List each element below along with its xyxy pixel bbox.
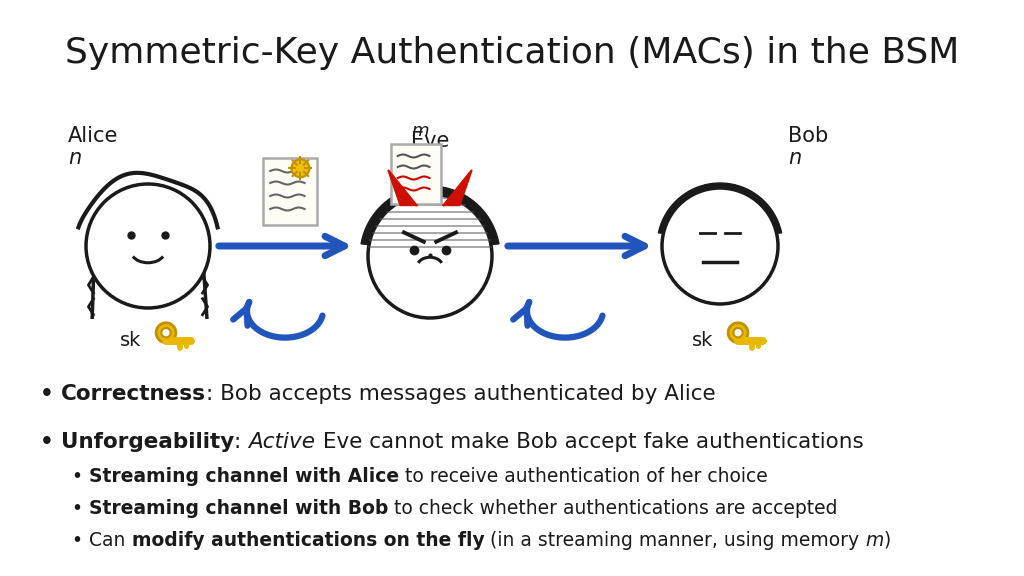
Text: sk: sk (120, 332, 141, 351)
Text: •: • (72, 530, 89, 550)
Text: •: • (72, 498, 89, 517)
Text: $n$: $n$ (68, 148, 82, 168)
FancyBboxPatch shape (263, 157, 317, 225)
Circle shape (733, 328, 742, 338)
Text: : Bob accepts messages authenticated by Alice: : Bob accepts messages authenticated by … (206, 384, 716, 404)
Circle shape (162, 328, 171, 338)
Text: Streaming channel with Bob: Streaming channel with Bob (89, 498, 388, 517)
Circle shape (292, 159, 309, 177)
Text: $m$: $m$ (411, 122, 429, 140)
Text: Symmetric-Key Authentication (MACs) in the BSM: Symmetric-Key Authentication (MACs) in t… (65, 36, 959, 70)
Text: Streaming channel with Alice: Streaming channel with Alice (89, 467, 399, 486)
Text: to check whether authentications are accepted: to check whether authentications are acc… (388, 498, 838, 517)
Polygon shape (361, 186, 499, 256)
Text: •: • (40, 384, 61, 404)
Text: Eve cannot make Bob accept fake authentications: Eve cannot make Bob accept fake authenti… (315, 432, 863, 452)
Text: Can: Can (89, 530, 131, 550)
Text: :: : (234, 432, 249, 452)
Text: Correctness: Correctness (61, 384, 206, 404)
Text: (in a streaming manner, using memory: (in a streaming manner, using memory (484, 530, 865, 550)
Circle shape (662, 188, 778, 304)
FancyBboxPatch shape (391, 144, 441, 204)
Text: to receive authentication of her choice: to receive authentication of her choice (399, 467, 768, 486)
Text: •: • (72, 467, 89, 486)
Text: Eve: Eve (411, 131, 450, 151)
Text: Bob: Bob (788, 126, 828, 146)
Text: $n$: $n$ (788, 148, 802, 168)
Text: Active: Active (249, 432, 315, 452)
Polygon shape (658, 183, 781, 240)
Text: Alice: Alice (68, 126, 119, 146)
Text: modify authentications on the fly: modify authentications on the fly (131, 530, 484, 550)
Circle shape (728, 323, 748, 343)
Circle shape (368, 194, 492, 318)
Circle shape (156, 323, 176, 343)
Text: ): ) (884, 530, 891, 550)
Text: Unforgeability: Unforgeability (61, 432, 234, 452)
Circle shape (86, 184, 210, 308)
Text: •: • (40, 432, 61, 452)
Polygon shape (388, 170, 417, 205)
Text: m: m (865, 530, 884, 550)
Polygon shape (443, 170, 472, 205)
Text: sk: sk (692, 332, 714, 351)
